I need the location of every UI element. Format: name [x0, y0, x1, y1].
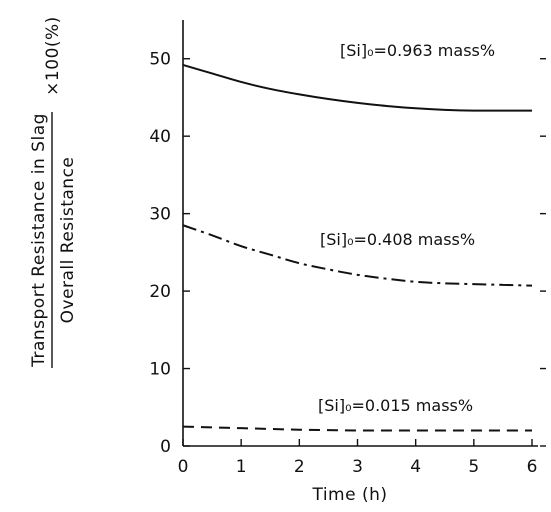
y-tick-label: 30 — [149, 205, 171, 225]
y-axis-title-multiplier: ×100(%) — [43, 16, 63, 96]
y-tick-label: 10 — [149, 360, 171, 380]
y-tick-label: 40 — [149, 127, 171, 147]
x-tick-label: 3 — [352, 457, 363, 477]
axes — [182, 20, 538, 447]
series-label-0408: [Si]₀=0.408 mass% — [320, 230, 475, 249]
y-axis-title-denominator: Overall Resistance — [58, 157, 78, 324]
x-tick-label: 5 — [468, 457, 479, 477]
series-line-2 — [182, 425, 533, 432]
y-tick-label: 50 — [149, 50, 171, 70]
series-label-0963: [Si]₀=0.963 mass% — [340, 41, 495, 60]
x-tick-label: 0 — [178, 457, 189, 477]
y-axis-title-numerator: Transport Resistance in Slag — [29, 113, 49, 368]
y-tick-label: 20 — [149, 282, 171, 302]
y-tick-label: 0 — [160, 437, 171, 457]
ticks: 0 1 2 3 4 5 6 0 10 20 30 40 50 — [149, 50, 546, 477]
x-tick-label: 4 — [410, 457, 421, 477]
series-line-1 — [182, 224, 533, 287]
x-axis-title: Time (h) — [311, 485, 387, 505]
series-line-0 — [182, 63, 532, 112]
x-tick-label: 6 — [527, 457, 538, 477]
x-tick-label: 1 — [236, 457, 247, 477]
series-label-0015: [Si]₀=0.015 mass% — [318, 396, 473, 415]
x-tick-label: 2 — [294, 457, 305, 477]
series-lines — [182, 63, 533, 432]
y-axis-title: Transport Resistance in Slag Overall Res… — [29, 16, 78, 368]
